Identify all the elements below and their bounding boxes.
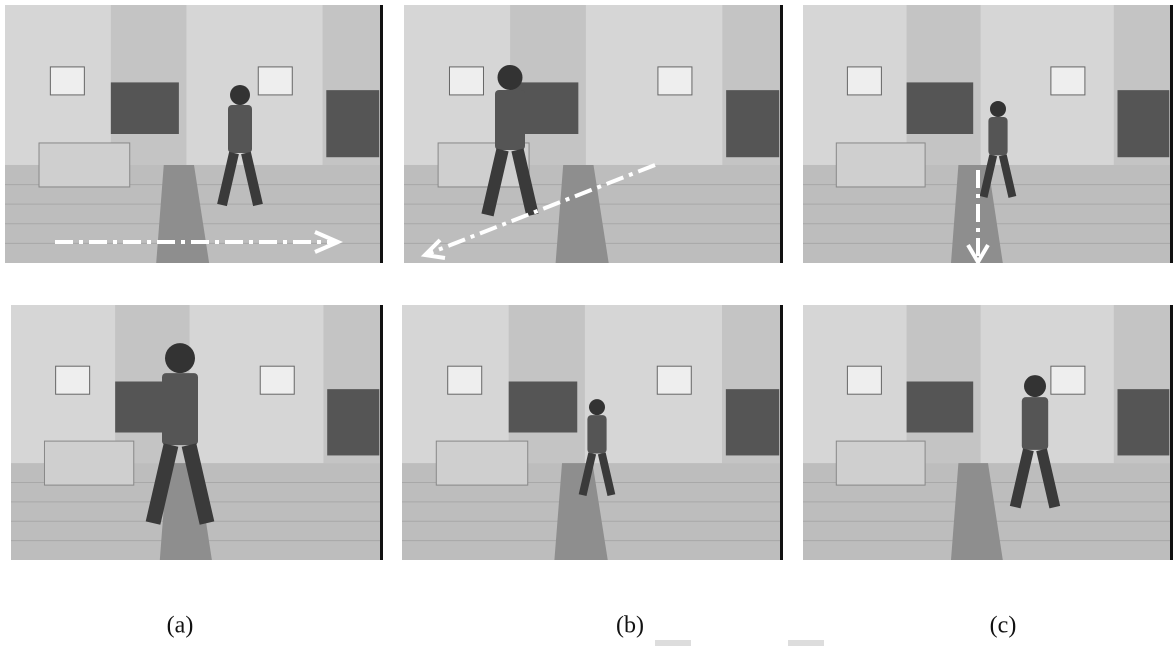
arrow-head — [420, 238, 446, 260]
caption: (c) — [990, 613, 1017, 639]
ac-unit — [448, 66, 484, 96]
person-body — [988, 116, 1008, 156]
caption: (a) — [167, 613, 194, 639]
person-head — [589, 399, 605, 416]
photo — [11, 305, 383, 560]
boxes — [835, 440, 926, 486]
ac-unit — [447, 365, 483, 395]
photo — [803, 305, 1173, 560]
path-stripe — [555, 164, 609, 263]
window — [725, 389, 780, 456]
person-body — [1021, 397, 1049, 450]
photo — [803, 5, 1173, 266]
boxes — [43, 440, 135, 486]
person-legs — [145, 443, 215, 525]
window — [726, 90, 780, 158]
person-legs — [979, 154, 1017, 198]
window — [1117, 389, 1170, 456]
window — [906, 381, 974, 433]
ac-unit — [846, 365, 882, 395]
ac-unit — [846, 66, 882, 96]
person-body — [587, 415, 607, 454]
person-head — [497, 64, 523, 90]
panels — [5, 5, 1173, 560]
frame-edge — [780, 305, 783, 560]
path-stripe — [951, 463, 1003, 560]
boxes — [835, 142, 926, 188]
person-head — [1024, 375, 1046, 398]
ac-unit — [257, 66, 293, 96]
boxes — [38, 142, 131, 188]
path-stripe — [554, 463, 608, 560]
artifact — [655, 640, 691, 646]
ac-unit — [49, 66, 85, 96]
window — [110, 82, 179, 134]
person-head — [990, 100, 1006, 117]
person-legs — [217, 151, 263, 207]
window — [508, 381, 578, 433]
frame-edge — [380, 5, 383, 263]
person-body — [162, 373, 198, 446]
path-stripe — [156, 164, 210, 263]
person-legs — [578, 452, 616, 496]
frame-edge — [1170, 5, 1173, 263]
arrow-head — [314, 230, 344, 254]
photo — [402, 305, 783, 560]
window — [327, 389, 380, 456]
frame-edge — [780, 5, 783, 263]
photo — [5, 5, 383, 263]
ac-unit — [55, 365, 91, 395]
direction-arrow — [424, 163, 656, 257]
ac-unit — [1050, 66, 1086, 96]
frame-edge — [380, 305, 383, 560]
ac-unit — [259, 365, 295, 395]
arrow-head — [966, 243, 990, 266]
person-legs — [1009, 448, 1061, 509]
frame-edge — [1170, 305, 1173, 560]
artifact — [788, 640, 824, 646]
photo — [404, 5, 783, 263]
person-body — [228, 104, 252, 153]
ac-unit — [1050, 365, 1086, 395]
person-legs — [481, 148, 539, 217]
person-head — [165, 343, 195, 374]
window — [1117, 90, 1170, 158]
window — [326, 90, 380, 158]
window — [906, 82, 974, 134]
ac-unit — [657, 66, 693, 96]
person-head — [230, 84, 250, 105]
ac-unit — [656, 365, 692, 395]
boxes — [437, 142, 530, 188]
person-body — [495, 89, 525, 150]
boxes — [435, 440, 529, 486]
caption: (b) — [616, 613, 644, 639]
